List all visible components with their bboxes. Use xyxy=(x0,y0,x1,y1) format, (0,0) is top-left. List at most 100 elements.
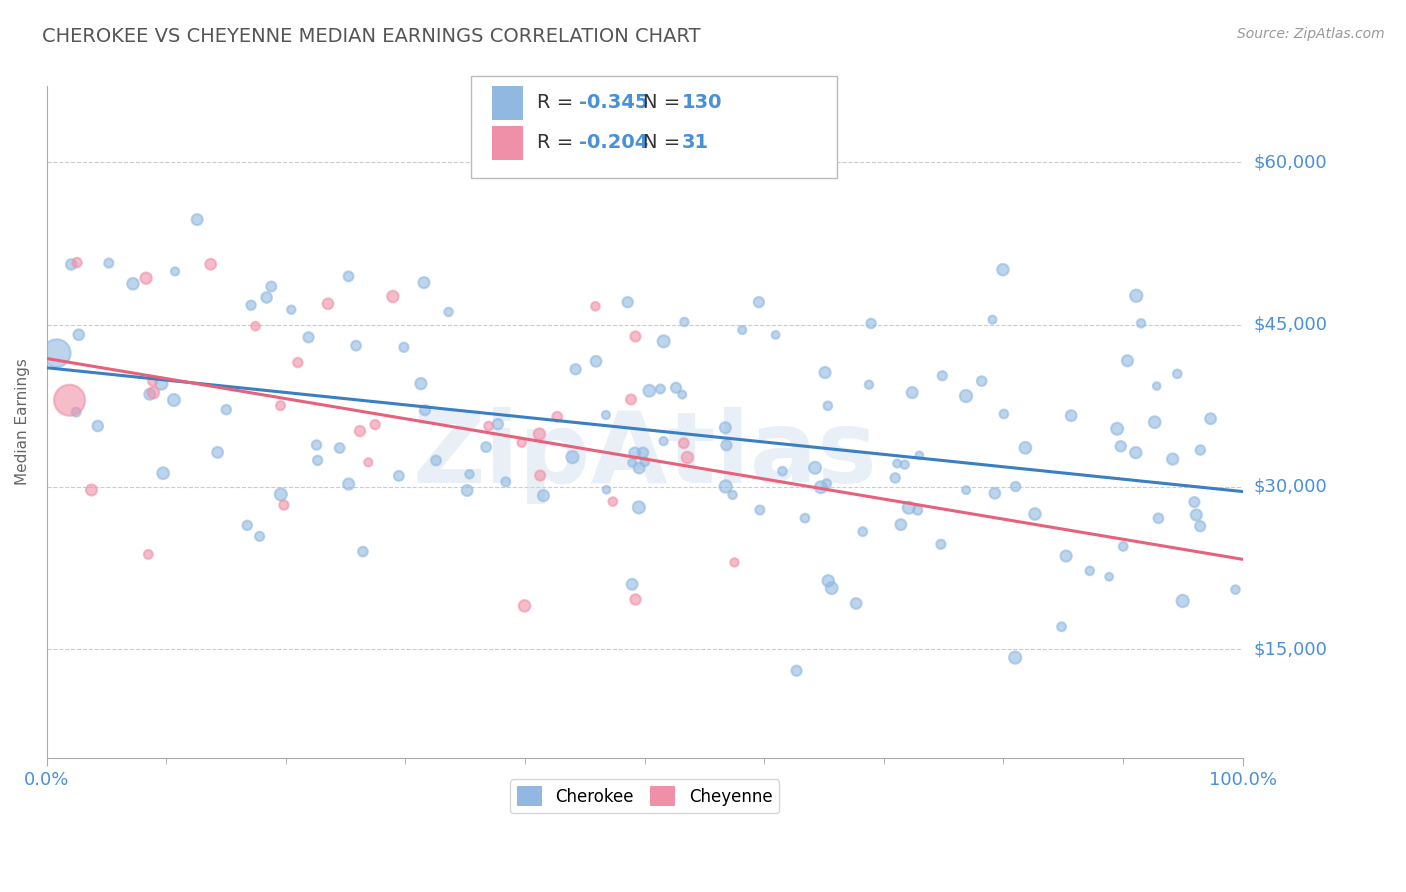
Point xyxy=(595,408,617,422)
Point xyxy=(652,334,675,349)
Point xyxy=(163,264,186,278)
Point xyxy=(858,377,880,392)
Point xyxy=(929,537,952,551)
Point xyxy=(1116,353,1139,368)
Point xyxy=(142,374,165,388)
Point xyxy=(186,212,208,227)
Point xyxy=(337,477,360,491)
Point xyxy=(58,393,80,408)
Point xyxy=(627,500,650,515)
Text: ZipAtlas: ZipAtlas xyxy=(412,407,877,504)
Point xyxy=(931,368,953,383)
Point xyxy=(1182,495,1205,509)
Point xyxy=(595,483,617,497)
Text: $45,000: $45,000 xyxy=(1254,316,1327,334)
Point xyxy=(337,269,360,284)
Point xyxy=(748,295,770,310)
Point xyxy=(714,479,737,493)
Point xyxy=(240,298,263,312)
Point xyxy=(136,548,159,562)
Text: $15,000: $15,000 xyxy=(1254,640,1327,658)
Text: N =: N = xyxy=(643,133,679,153)
Point xyxy=(475,440,498,454)
Point xyxy=(1098,570,1121,584)
Point xyxy=(1189,442,1212,457)
Point xyxy=(616,295,638,310)
Point xyxy=(621,456,644,470)
Point xyxy=(122,277,145,291)
Point xyxy=(65,405,87,419)
Point xyxy=(80,483,103,497)
Text: $30,000: $30,000 xyxy=(1254,478,1327,496)
Point xyxy=(207,445,229,459)
Point xyxy=(884,471,907,485)
Point xyxy=(513,599,536,613)
Point xyxy=(723,556,745,570)
Point xyxy=(413,403,436,417)
Point xyxy=(1225,582,1247,597)
Point xyxy=(1125,445,1147,459)
Point xyxy=(529,427,551,442)
Point xyxy=(1143,415,1166,429)
Point xyxy=(364,417,387,432)
Point xyxy=(1166,367,1188,381)
Point xyxy=(152,466,174,480)
Point xyxy=(765,327,787,342)
Point xyxy=(1078,564,1101,578)
Point xyxy=(860,317,883,331)
Point xyxy=(671,387,693,401)
Point xyxy=(1109,439,1132,453)
Point xyxy=(135,271,157,285)
Point xyxy=(486,417,509,431)
Point xyxy=(87,419,110,434)
Point xyxy=(1146,379,1168,393)
Point xyxy=(955,483,977,497)
Point xyxy=(280,302,302,317)
Point xyxy=(139,387,162,401)
Point xyxy=(260,279,283,293)
Point xyxy=(1199,411,1222,425)
Point xyxy=(628,461,651,475)
Point xyxy=(357,455,380,469)
Text: -0.204: -0.204 xyxy=(579,133,648,153)
Point xyxy=(1130,316,1153,330)
Point xyxy=(786,664,808,678)
Text: R =: R = xyxy=(537,133,574,153)
Point xyxy=(381,289,404,303)
Text: Source: ZipAtlas.com: Source: ZipAtlas.com xyxy=(1237,27,1385,41)
Point xyxy=(772,464,794,478)
Point xyxy=(142,385,165,400)
Point xyxy=(731,323,754,337)
Point xyxy=(901,385,924,400)
Point xyxy=(529,468,551,483)
Point xyxy=(287,356,309,370)
Text: CHEROKEE VS CHEYENNE MEDIAN EARNINGS CORRELATION CHART: CHEROKEE VS CHEYENNE MEDIAN EARNINGS COR… xyxy=(42,27,700,45)
Point xyxy=(1107,422,1129,436)
Point xyxy=(585,354,607,368)
Text: 31: 31 xyxy=(682,133,709,153)
Point xyxy=(533,489,555,503)
Point xyxy=(984,486,1007,500)
Point xyxy=(478,419,501,434)
Point xyxy=(970,374,993,388)
Point xyxy=(794,511,817,525)
Point xyxy=(714,420,737,434)
Point xyxy=(817,399,839,413)
Point xyxy=(650,382,672,396)
Point xyxy=(1014,441,1036,455)
Point xyxy=(814,366,837,380)
Point xyxy=(676,450,699,465)
Point xyxy=(456,483,478,498)
Point xyxy=(97,256,120,270)
Point xyxy=(623,446,645,460)
Point xyxy=(305,438,328,452)
Point xyxy=(991,262,1014,277)
Point xyxy=(620,392,643,407)
Point xyxy=(810,480,832,494)
Point xyxy=(621,577,644,591)
Y-axis label: Median Earnings: Median Earnings xyxy=(15,359,30,485)
Point xyxy=(349,424,371,438)
Point xyxy=(67,327,90,342)
Point xyxy=(437,305,460,319)
Point xyxy=(409,376,432,391)
